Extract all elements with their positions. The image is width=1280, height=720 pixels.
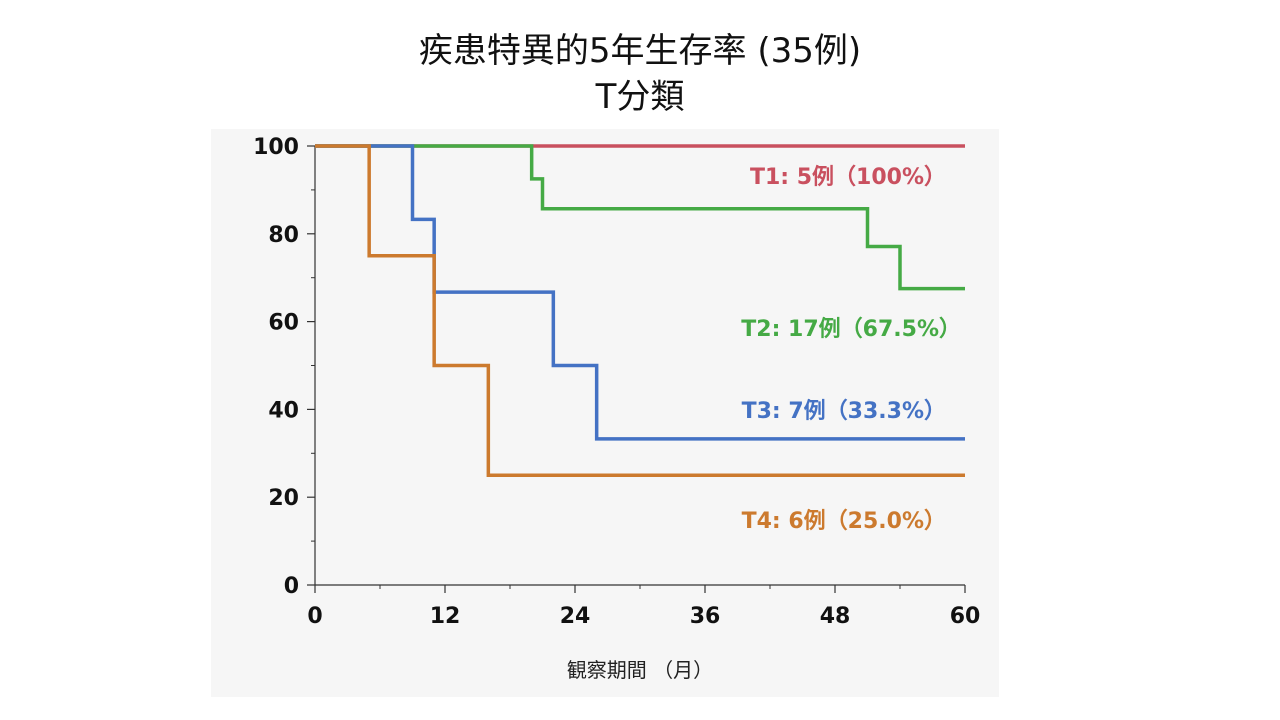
series-line-t2	[315, 144, 965, 291]
chart-series	[315, 144, 965, 477]
y-tick-label: 40	[268, 398, 299, 423]
x-tick-label: 60	[950, 604, 981, 629]
series-line-t3	[315, 144, 965, 441]
x-tick-label: 48	[820, 604, 851, 629]
chart-title: 疾患特異的5年生存率 (35例) T分類	[0, 28, 1280, 120]
y-tick-label: 60	[268, 311, 299, 336]
chart-title-line2: T分類	[595, 77, 685, 117]
x-tick-label: 36	[690, 604, 721, 629]
x-tick-label: 12	[430, 604, 461, 629]
x-tick-label: 0	[307, 604, 322, 629]
y-tick-label: 100	[253, 135, 299, 160]
series-line-t4	[315, 144, 965, 477]
y-tick-label: 0	[284, 574, 299, 599]
series-label-t1: T1: 5例（100%）	[750, 165, 946, 190]
series-label-t2: T2: 17例（67.5%）	[741, 317, 961, 342]
x-tick-label: 24	[560, 604, 591, 629]
x-axis-title: 観察期間 （月）	[567, 658, 713, 682]
series-label-t3: T3: 7例（33.3%）	[742, 399, 946, 424]
y-tick-label: 20	[268, 486, 299, 511]
y-tick-label: 80	[268, 223, 299, 248]
series-label-t4: T4: 6例（25.0%）	[742, 509, 946, 534]
chart-title-line1: 疾患特異的5年生存率 (35例)	[418, 31, 862, 71]
chart-series-labels: T1: 5例（100%） T2: 17例（67.5%） T3: 7例（33.3%） T…	[741, 165, 961, 534]
